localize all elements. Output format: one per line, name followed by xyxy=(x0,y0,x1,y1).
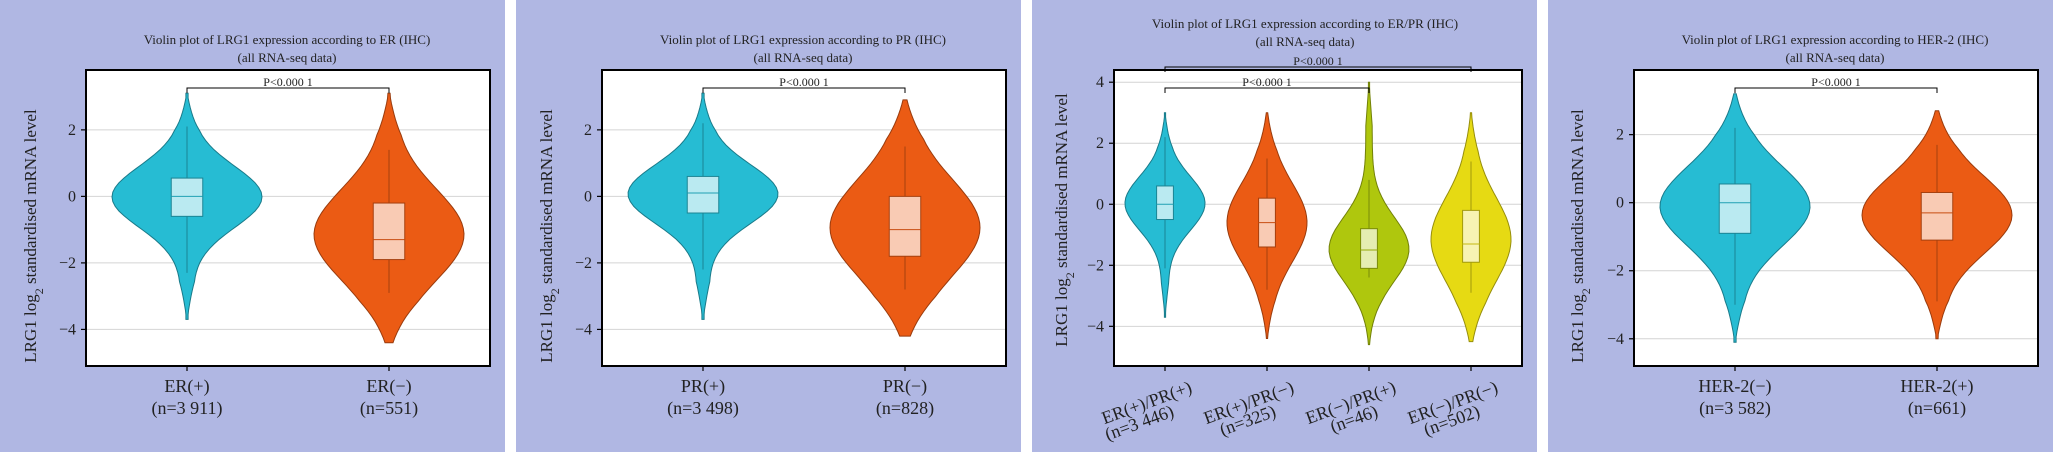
box-3 xyxy=(1462,209,1480,263)
violin-chart-er: −4 −2 0 2 ER(+)(n=3 911) ER(−)(n=551) P<0.000 … xyxy=(21,32,491,419)
x-n-label: (n=3 582) xyxy=(1699,398,1771,419)
x-n-label: (n=661) xyxy=(1908,398,1966,419)
plot-frame xyxy=(601,69,1007,367)
box-0 xyxy=(686,175,720,214)
violin-chart-her2: −4 −2 0 2 HER-2(−)(n=3 582) HER-2(+)(n=661) P<… xyxy=(1568,32,2039,419)
y-tick-label: −2 xyxy=(575,255,592,272)
y-tick-label: 0 xyxy=(1616,195,1624,212)
box-0 xyxy=(1156,185,1174,221)
box-0 xyxy=(1718,183,1752,234)
y-tick-label: 4 xyxy=(1096,74,1104,91)
y-axis-label: LRG1 log2 standardised mRNA level xyxy=(21,109,46,363)
chart-panel-er: −4 −2 0 2 ER(+) (n=3 911) ER(−) (n=551) P<0.000 … xyxy=(0,0,505,452)
significance-bracket xyxy=(1164,66,1472,72)
chart-panel-pr: −4 −2 0 2 PR(+) (n=3 498) PR(−) (n=828) P<0.000 … xyxy=(516,0,1021,452)
y-tick-label: −2 xyxy=(1087,257,1104,274)
x-category-label: ER(−) xyxy=(366,376,411,397)
chart-panel-her2: −4 −2 0 2 HER-2(−) (n=3 582) HER-2(+) (n=661) P<… xyxy=(1548,0,2053,452)
significance-bracket xyxy=(1164,87,1370,93)
y-tick-label: −4 xyxy=(59,321,76,338)
box-1 xyxy=(888,195,922,257)
x-category-label: HER-2(−) xyxy=(1698,376,1771,397)
x-n-label: (n=3 911) xyxy=(152,398,223,419)
box-0 xyxy=(170,177,204,217)
violin-chart-pr: −4 −2 0 2 PR(+)(n=3 498) PR(−)(n=828) P<0.000 … xyxy=(537,32,1007,419)
y-tick-label: −4 xyxy=(1087,318,1104,335)
y-axis-label: LRG1 log2 standardised mRNA level xyxy=(1052,93,1077,347)
y-tick-label: 0 xyxy=(584,188,592,205)
significance-label: P<0.000 1 xyxy=(1293,54,1342,68)
x-category-label: PR(+) xyxy=(681,376,725,397)
y-tick-label: 2 xyxy=(1096,135,1104,152)
significance-label: P<0.000 1 xyxy=(1242,75,1291,89)
significance-label: P<0.000 1 xyxy=(1811,75,1860,89)
y-axis-label: LRG1 log2 standardised mRNA level xyxy=(1568,109,1593,363)
chart-subtitle: (all RNA-seq data) xyxy=(754,50,853,65)
plot-frame xyxy=(1633,69,2039,367)
y-tick-label: −4 xyxy=(575,321,592,338)
box-2 xyxy=(1360,228,1378,269)
box-1 xyxy=(1920,191,1954,241)
x-n-label: (n=3 498) xyxy=(667,398,739,419)
y-tick-label: −4 xyxy=(1607,331,1624,348)
x-n-label: (n=828) xyxy=(876,398,934,419)
y-tick-label: −2 xyxy=(59,255,76,272)
x-category-label: ER(+) xyxy=(164,376,209,397)
chart-subtitle: (all RNA-seq data) xyxy=(1786,50,1885,65)
y-tick-label: 0 xyxy=(68,188,76,205)
significance-bracket xyxy=(702,87,906,93)
significance-bracket xyxy=(1734,87,1938,93)
plot-frame xyxy=(85,69,491,367)
x-n-label: (n=551) xyxy=(360,398,418,419)
significance-bracket xyxy=(186,87,390,93)
chart-title: Violin plot of LRG1 expression according… xyxy=(1682,32,1989,47)
chart-panel-er-pr: −4 −2 0 2 4 ER(+)/PR(+) (n=3 446) ER(+)/PR(−) (n… xyxy=(1032,0,1537,452)
box-1 xyxy=(372,202,406,261)
plot-frame xyxy=(1113,69,1523,367)
x-category-label: PR(−) xyxy=(883,376,927,397)
y-tick-label: 2 xyxy=(584,122,592,139)
x-category-label: HER-2(+) xyxy=(1900,376,1973,397)
significance-label: P<0.000 1 xyxy=(779,75,828,89)
chart-title: Violin plot of LRG1 expression according… xyxy=(660,32,946,47)
chart-title: Violin plot of LRG1 expression according… xyxy=(144,32,431,47)
chart-title: Violin plot of LRG1 expression according… xyxy=(1152,16,1458,31)
chart-subtitle: (all RNA-seq data) xyxy=(1256,34,1355,49)
y-tick-label: 2 xyxy=(68,122,76,139)
y-tick-label: 2 xyxy=(1616,127,1624,144)
y-tick-label: 0 xyxy=(1096,196,1104,213)
y-tick-label: −2 xyxy=(1607,263,1624,280)
y-axis-label: LRG1 log2 standardised mRNA level xyxy=(537,109,562,363)
significance-label: P<0.000 1 xyxy=(263,75,312,89)
chart-subtitle: (all RNA-seq data) xyxy=(238,50,337,65)
